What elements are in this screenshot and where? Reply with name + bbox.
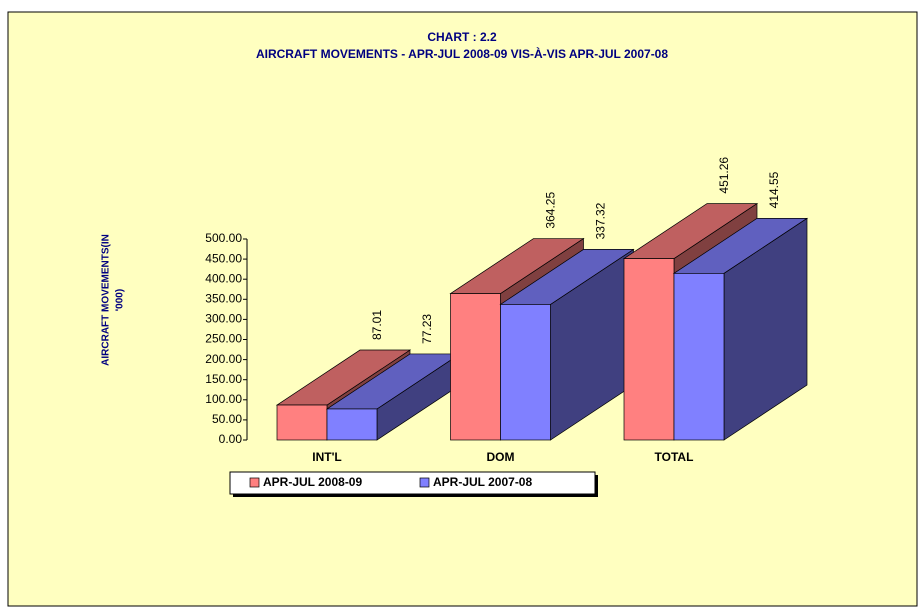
bar: [500, 304, 551, 441]
x-tick-label: INT'L: [312, 450, 342, 464]
data-label: 337.32: [594, 202, 608, 239]
y-tick-label: 100.00: [205, 392, 242, 406]
legend-box: [229, 471, 596, 495]
legend-swatch: [419, 477, 430, 488]
y-tick-label: 300.00: [205, 312, 242, 326]
y-tick-label: 50.00: [212, 412, 242, 426]
bar: [276, 404, 328, 441]
chart-subtitle: AIRCRAFT MOVEMENTS - APR-JUL 2008-09 VIS…: [256, 46, 668, 61]
y-tick-label: 250.00: [205, 332, 242, 346]
data-label: 87.01: [370, 310, 384, 340]
y-tick-label: 0.00: [219, 432, 243, 446]
data-label: 414.55: [767, 171, 781, 208]
y-tick-label: 150.00: [205, 372, 242, 386]
bar: [326, 408, 378, 441]
bar: [623, 258, 675, 441]
y-tick-label: 400.00: [205, 271, 242, 285]
chart-title: CHART : 2.2: [427, 30, 497, 44]
y-tick-label: 500.00: [205, 231, 242, 245]
bar: [673, 273, 725, 441]
y-tick-label: 200.00: [205, 352, 242, 366]
x-tick-label: DOM: [487, 450, 515, 464]
data-label: 364.25: [544, 192, 558, 229]
y-axis-title: AIRCRAFT MOVEMENTS(IN '000): [101, 234, 126, 366]
x-tick-label: TOTAL: [655, 450, 694, 464]
y-axis-title-line: '000): [115, 289, 126, 311]
legend-label: APR-JUL 2008-09: [263, 475, 362, 489]
y-tick-label: 350.00: [205, 291, 242, 305]
y-tick-label: 450.00: [205, 251, 242, 265]
bar: [450, 293, 501, 441]
legend-swatch: [249, 477, 260, 488]
y-axis-title-line: AIRCRAFT MOVEMENTS(IN: [101, 234, 112, 366]
data-label: 451.26: [717, 157, 731, 194]
legend-label: APR-JUL 2007-08: [433, 475, 532, 489]
data-label: 77.23: [420, 314, 434, 344]
